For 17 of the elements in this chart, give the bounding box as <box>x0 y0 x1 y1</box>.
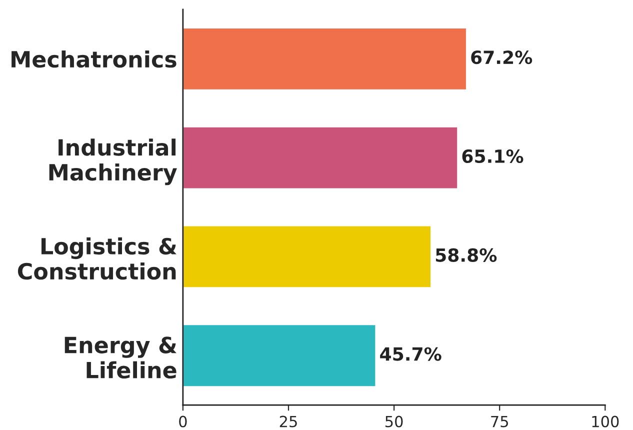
x-tick-label: 0 <box>179 416 187 428</box>
x-tick-label: 25 <box>280 416 297 428</box>
data-label: 67.2% <box>471 50 532 64</box>
y-tick-label: Logistics & Construction <box>18 237 176 280</box>
bar <box>182 224 432 289</box>
y-tick-label: Industrial Machinery <box>49 138 177 186</box>
y-tick-label: Energy & Lifeline <box>64 336 176 378</box>
y-tick-label: Mechatronics <box>12 50 176 68</box>
x-tick-label: 100 <box>592 416 619 428</box>
data-label: 45.7% <box>380 347 442 361</box>
bar <box>182 324 377 388</box>
data-label: 65.1% <box>462 149 524 164</box>
x-tick-label: 50 <box>386 416 403 428</box>
bar <box>182 27 468 91</box>
data-label: 58.8% <box>436 248 497 262</box>
x-tick-label: 75 <box>491 416 508 428</box>
bar <box>182 126 458 190</box>
